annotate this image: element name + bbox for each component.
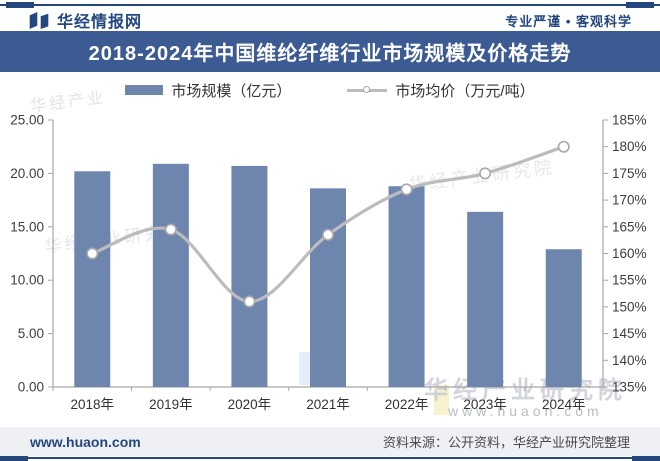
price-marker-2022年 [400, 183, 413, 196]
chart-title: 2018-2024年中国维纶纤维行业市场规模及价格走势 [88, 43, 572, 65]
watermark-logo-fragment [434, 385, 449, 415]
legend-bar-label: 市场规模（亿元） [171, 82, 292, 100]
footer-source-note: 资料来源：公开资料，华经产业研究院整理 [382, 435, 630, 450]
bar-2021年 [310, 188, 346, 387]
right-axis-label: 145% [612, 326, 647, 341]
right-axis-label: 140% [612, 353, 647, 368]
x-axis-category-label: 2023年 [463, 397, 507, 412]
line-series-swatch-icon [347, 85, 388, 93]
legend-item-market-size: 市场规模（亿元） [125, 80, 291, 101]
bar-2020年 [231, 165, 268, 387]
brand-name: 华经情报网 [57, 14, 143, 31]
bar-2024年 [545, 249, 582, 387]
line-marker-icon [363, 85, 371, 93]
price-marker-2018年 [86, 247, 99, 260]
legend-item-avg-price: 市场均价（万元/吨） [347, 80, 535, 101]
right-axis-label: 180% [612, 139, 647, 154]
right-axis-label: 165% [612, 219, 647, 234]
watermark-brand-url: www.huaon.com [448, 403, 603, 419]
x-axis-category-label: 2022年 [385, 397, 429, 412]
header-slogan: 专业严谨 • 客观科学 [505, 13, 632, 29]
left-axis-label: 20.00 [10, 166, 44, 181]
right-axis-label: 175% [612, 166, 647, 181]
chart-svg: 0.00 5.00 10.00 15.00 20.00 25.00 135% 140% 145%… [10, 113, 647, 413]
bar-series-swatch-icon [125, 85, 164, 95]
price-marker-2023年 [479, 167, 492, 180]
price-marker-2020年 [243, 295, 256, 308]
right-axis-label: 135% [612, 380, 647, 395]
left-axis-label: 0.00 [18, 380, 44, 395]
bottom-border-line [0, 457, 660, 459]
footer: www.huaon.com 资料来源：公开资料，华经产业研究院整理 [0, 427, 660, 456]
bar-2019年 [152, 163, 189, 387]
x-axis-category-label: 2020年 [228, 397, 272, 412]
bar-2023年 [467, 211, 504, 387]
price-marker-2021年 [321, 228, 334, 241]
huajing-logo-icon [29, 11, 49, 29]
left-axis-label: 15.00 [10, 219, 44, 234]
x-axis-category-label: 2019年 [149, 397, 193, 412]
watermark-brand-large: 华经产业研究院 [424, 377, 627, 404]
price-marker-2019年 [164, 223, 177, 236]
bar-2018年 [74, 171, 111, 387]
title-banner: 2018-2024年中国维纶纤维行业市场规模及价格走势 [0, 31, 660, 72]
header: 华经情报网 专业严谨 • 客观科学 [0, 8, 660, 32]
legend-line-label: 市场均价（万元/吨） [395, 82, 535, 100]
bottom-border-cap-left [0, 455, 28, 461]
top-border-cap-left [6, 2, 34, 8]
left-axis-label: 10.00 [10, 273, 44, 288]
brand: 华经情报网 [28, 8, 142, 32]
right-axis-label: 170% [612, 193, 647, 208]
right-axis-label: 160% [612, 246, 647, 261]
right-axis-label: 185% [612, 113, 647, 128]
x-axis-category-label: 2021年 [306, 397, 350, 412]
right-axis-label: 150% [612, 299, 647, 314]
x-axis-category-label: 2018年 [71, 397, 115, 412]
left-axis-label: 5.00 [18, 326, 44, 341]
price-marker-2024年 [557, 140, 570, 153]
footer-site-url: www.huaon.com [30, 433, 141, 450]
bottom-border-cap-right [632, 455, 660, 461]
top-border-cap-right [626, 2, 654, 8]
top-border-line [0, 4, 660, 6]
chart-legend: 市场规模（亿元） 市场均价（万元/吨） [0, 76, 660, 104]
bar-2022年 [388, 186, 425, 387]
left-axis-label: 25.00 [10, 113, 44, 128]
x-axis-category-label: 2024年 [542, 397, 586, 412]
right-axis-label: 155% [612, 273, 647, 288]
